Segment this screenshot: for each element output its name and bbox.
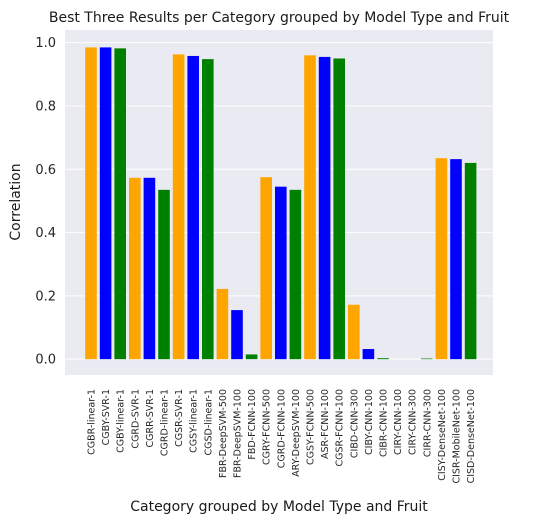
bar-ASR-FCNN-100	[318, 56, 331, 360]
y-tick-label: 1.0	[35, 36, 56, 51]
bar-CGSD-linear-1	[202, 59, 214, 360]
x-tick-label: ASR-FCNN-100	[320, 389, 331, 459]
bar-CGRR-SVR-1	[143, 177, 156, 360]
bar-FBR-DeepSVM-500	[216, 288, 229, 360]
y-axis-label: Correlation	[8, 163, 24, 240]
x-tick-label: CGSR-SVR-1	[174, 389, 185, 447]
bar-CGSR-SVR-1	[172, 54, 185, 360]
x-tick-label: CIBR-CNN-100	[379, 389, 390, 457]
x-tick-label: CGRD-FCNN-100	[276, 389, 287, 468]
bar-CIBR-CNN-100	[377, 358, 389, 360]
x-tick-label: FBR-DeepSVM-500	[218, 389, 229, 478]
y-tick-label: 0.0	[35, 353, 56, 368]
x-tick-label: CGSR-FCNN-100	[335, 389, 346, 467]
bar-CIBD-CNN-300	[348, 304, 360, 360]
bar-FBD-FCNN-100	[245, 354, 258, 360]
bar-CGRD-FCNN-100	[275, 186, 287, 360]
x-tick-label: CISR-MobileNet-100	[452, 389, 463, 484]
chart-title: Best Three Results per Category grouped …	[49, 10, 510, 26]
bar-CGSY-linear-1	[187, 55, 199, 360]
y-tick-label: 0.4	[35, 226, 56, 241]
x-tick-label: CGSY-linear-1	[189, 389, 200, 453]
x-axis-label: Category grouped by Model Type and Fruit	[130, 499, 428, 515]
x-tick-label: CGBY-linear-1	[116, 389, 127, 453]
y-tick-labels: 0.0 0.2 0.4 0.6 0.8 1.0	[35, 36, 56, 368]
bar-FBR-DeepSVM-100	[231, 310, 243, 360]
bar-CGRD-linear-1	[158, 189, 170, 360]
bar-CIRR-CNN-300	[421, 358, 433, 360]
x-tick-label: CISY-DenseNet-100	[437, 389, 448, 481]
x-tick-label: CGRY-FCNN-500	[262, 389, 273, 465]
bar-CGBY-linear-1	[114, 48, 126, 360]
x-tick-label: CIBD-CNN-300	[349, 389, 360, 458]
bar-CGRY-FCNN-500	[260, 177, 272, 360]
bar-CGBR-linear-1	[85, 47, 97, 360]
x-tick-label: CGBY-SVR-1	[101, 389, 112, 445]
x-tick-label: CIRY-CNN-100	[393, 389, 404, 455]
x-tick-label: CGRR-SVR-1	[145, 389, 156, 447]
bar-CGRD-SVR-1	[129, 177, 141, 360]
x-tick-label: ARY-DeepSVM-100	[291, 389, 302, 477]
bar-CISD-DenseNet-100	[464, 162, 477, 360]
x-tick-label: FBR-DeepSVM-100	[233, 389, 244, 478]
x-tick-labels: CGBR-linear-1 CGBY-SVR-1 CGBY-linear-1 CGRD…	[87, 389, 478, 484]
bars	[85, 47, 477, 360]
x-tick-label: CISD-DenseNet-100	[466, 389, 477, 483]
x-tick-label: CIRY-CNN-300	[408, 389, 419, 455]
bar-CISR-MobileNet-100	[450, 159, 462, 360]
y-tick-label: 0.8	[35, 99, 56, 114]
x-tick-label: CGRD-SVR-1	[130, 389, 141, 449]
bar-ARY-DeepSVM-100	[289, 189, 302, 360]
bar-CIBY-CNN-100	[362, 349, 375, 360]
x-tick-label: FBD-FCNN-100	[247, 389, 258, 460]
bar-CGSR-FCNN-100	[333, 58, 345, 360]
bar-CGSY-FCNN-500	[304, 55, 316, 360]
bar-CISY-DenseNet-100	[435, 158, 448, 360]
x-tick-label: CGSY-FCNN-500	[306, 389, 317, 465]
y-tick-label: 0.6	[35, 163, 56, 178]
x-tick-label: CGRD-linear-1	[160, 389, 171, 456]
x-tick-label: CIRR-CNN-300	[422, 389, 433, 457]
x-tick-label: CIBY-CNN-100	[364, 389, 375, 455]
x-tick-label: CGSD-linear-1	[203, 389, 214, 456]
bar-CGBY-SVR-1	[99, 47, 112, 360]
y-tick-label: 0.2	[35, 289, 56, 304]
x-tick-label: CGBR-linear-1	[87, 389, 98, 455]
